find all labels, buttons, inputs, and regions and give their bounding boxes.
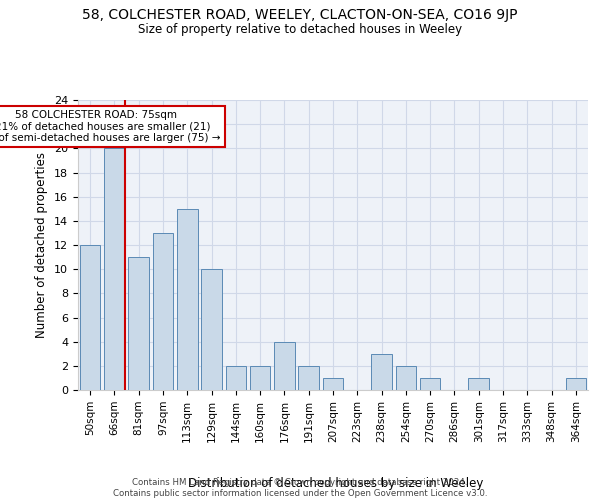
Bar: [420, 378, 440, 390]
Bar: [298, 366, 319, 390]
Bar: [80, 245, 100, 390]
Bar: [469, 378, 489, 390]
Bar: [395, 366, 416, 390]
Text: Distribution of detached houses by size in Weeley: Distribution of detached houses by size …: [188, 477, 484, 490]
Bar: [201, 269, 222, 390]
Bar: [177, 209, 197, 390]
Bar: [128, 257, 149, 390]
Bar: [250, 366, 271, 390]
Bar: [104, 148, 125, 390]
Bar: [274, 342, 295, 390]
Text: Contains HM Land Registry data © Crown copyright and database right 2024.
Contai: Contains HM Land Registry data © Crown c…: [113, 478, 487, 498]
Text: Size of property relative to detached houses in Weeley: Size of property relative to detached ho…: [138, 22, 462, 36]
Bar: [566, 378, 586, 390]
Y-axis label: Number of detached properties: Number of detached properties: [35, 152, 49, 338]
Bar: [226, 366, 246, 390]
Text: 58, COLCHESTER ROAD, WEELEY, CLACTON-ON-SEA, CO16 9JP: 58, COLCHESTER ROAD, WEELEY, CLACTON-ON-…: [82, 8, 518, 22]
Bar: [371, 354, 392, 390]
Text: 58 COLCHESTER ROAD: 75sqm
← 21% of detached houses are smaller (21)
76% of semi-: 58 COLCHESTER ROAD: 75sqm ← 21% of detac…: [0, 110, 221, 143]
Bar: [152, 233, 173, 390]
Bar: [323, 378, 343, 390]
